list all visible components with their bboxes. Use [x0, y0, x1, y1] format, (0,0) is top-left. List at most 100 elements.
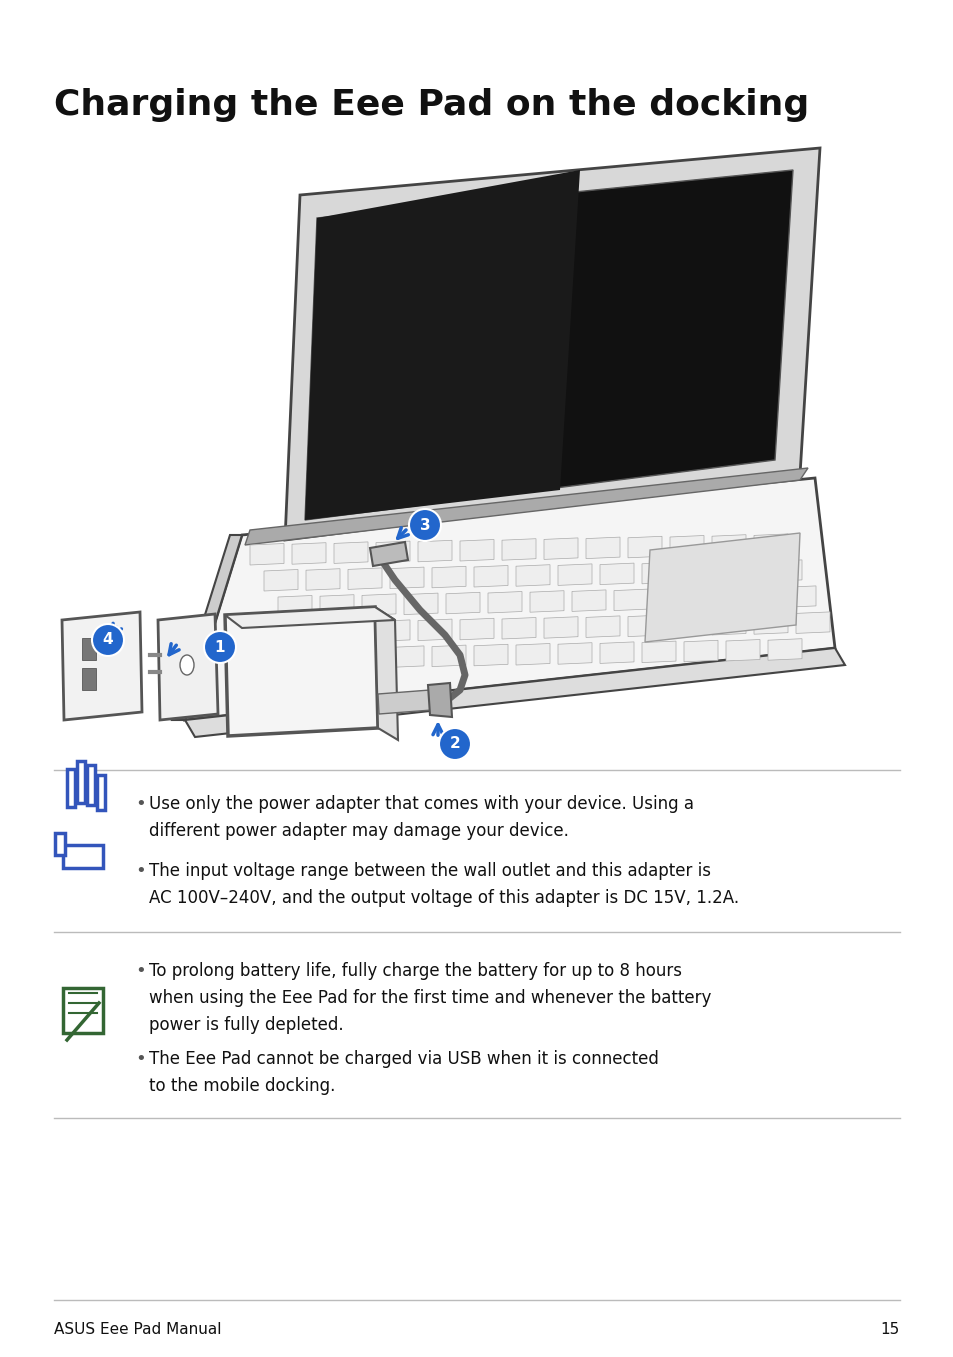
Polygon shape [614, 589, 647, 611]
Polygon shape [403, 593, 437, 615]
Text: power is fully depleted.: power is fully depleted. [149, 1016, 343, 1034]
Bar [97, 775, 105, 810]
Polygon shape [669, 615, 703, 636]
Polygon shape [432, 566, 465, 588]
Bar [55, 833, 65, 855]
Polygon shape [375, 620, 410, 642]
Polygon shape [627, 615, 661, 636]
Polygon shape [725, 639, 760, 661]
Polygon shape [725, 560, 760, 582]
Polygon shape [225, 607, 395, 628]
Polygon shape [446, 592, 479, 613]
Text: Use only the power adapter that comes with your device. Using a: Use only the power adapter that comes wi… [149, 795, 693, 813]
Text: when using the Eee Pad for the first time and whenever the battery: when using the Eee Pad for the first tim… [149, 989, 711, 1007]
Text: •: • [135, 862, 146, 879]
Polygon shape [698, 588, 731, 609]
Polygon shape [245, 468, 807, 546]
Bar [67, 769, 75, 807]
Polygon shape [390, 567, 423, 589]
Polygon shape [158, 613, 218, 721]
Bar [82, 668, 96, 689]
Polygon shape [683, 562, 718, 584]
Polygon shape [292, 543, 326, 565]
Polygon shape [62, 612, 142, 721]
Polygon shape [225, 607, 377, 735]
Polygon shape [641, 562, 676, 584]
Polygon shape [185, 649, 844, 737]
Polygon shape [558, 565, 592, 585]
Text: 3: 3 [419, 517, 430, 532]
Polygon shape [781, 586, 815, 608]
Bar [87, 765, 95, 805]
Text: AC 100V–240V, and the output voltage of this adapter is DC 15V, 1.2A.: AC 100V–240V, and the output voltage of … [149, 889, 739, 906]
Polygon shape [292, 622, 326, 643]
Text: •: • [135, 962, 146, 980]
Text: different power adapter may damage your device.: different power adapter may damage your … [149, 822, 568, 840]
Polygon shape [306, 647, 339, 669]
Polygon shape [711, 535, 745, 556]
Polygon shape [390, 646, 423, 668]
Circle shape [409, 509, 440, 541]
Text: ASUS Eee Pad Manual: ASUS Eee Pad Manual [54, 1322, 221, 1337]
Polygon shape [558, 643, 592, 664]
Polygon shape [306, 569, 339, 590]
Ellipse shape [180, 655, 193, 674]
Polygon shape [669, 536, 703, 556]
Text: To prolong battery life, fully charge the battery for up to 8 hours: To prolong battery life, fully charge th… [149, 962, 681, 980]
Polygon shape [501, 617, 536, 639]
Polygon shape [656, 589, 689, 609]
Polygon shape [370, 541, 408, 566]
Polygon shape [711, 613, 745, 635]
Text: Charging the Eee Pad on the docking: Charging the Eee Pad on the docking [54, 88, 808, 122]
Polygon shape [361, 594, 395, 616]
Polygon shape [599, 563, 634, 585]
Circle shape [438, 727, 471, 760]
Polygon shape [474, 645, 507, 666]
Polygon shape [305, 170, 792, 520]
Polygon shape [767, 560, 801, 581]
Polygon shape [474, 566, 507, 588]
Text: The input voltage range between the wall outlet and this adapter is: The input voltage range between the wall… [149, 862, 710, 879]
Polygon shape [488, 592, 521, 613]
Polygon shape [348, 567, 381, 589]
Polygon shape [795, 612, 829, 634]
Polygon shape [641, 641, 676, 662]
Text: 15: 15 [880, 1322, 899, 1337]
Bar [77, 761, 85, 803]
Polygon shape [417, 619, 452, 641]
Text: 4: 4 [103, 632, 113, 647]
Polygon shape [172, 535, 242, 721]
Polygon shape [185, 478, 834, 721]
Polygon shape [250, 544, 284, 565]
Polygon shape [572, 590, 605, 612]
Polygon shape [543, 616, 578, 638]
Polygon shape [63, 845, 103, 868]
Polygon shape [530, 590, 563, 612]
Polygon shape [428, 683, 452, 716]
Polygon shape [501, 539, 536, 560]
Text: •: • [135, 795, 146, 813]
Text: 1: 1 [214, 639, 225, 654]
Polygon shape [740, 586, 773, 608]
Polygon shape [683, 641, 718, 662]
Polygon shape [753, 533, 787, 555]
Polygon shape [348, 647, 381, 668]
Circle shape [91, 624, 124, 655]
FancyBboxPatch shape [63, 988, 103, 1033]
Polygon shape [767, 639, 801, 661]
Polygon shape [585, 616, 619, 638]
Polygon shape [543, 537, 578, 559]
Polygon shape [753, 613, 787, 634]
Ellipse shape [95, 636, 111, 649]
Polygon shape [334, 620, 368, 642]
Polygon shape [285, 148, 820, 540]
Polygon shape [585, 537, 619, 559]
Polygon shape [516, 565, 550, 586]
Text: to the mobile docking.: to the mobile docking. [149, 1077, 335, 1095]
Polygon shape [375, 541, 410, 563]
Polygon shape [305, 170, 579, 520]
Polygon shape [377, 689, 432, 714]
Polygon shape [459, 619, 494, 639]
Polygon shape [264, 570, 297, 592]
Text: •: • [135, 1050, 146, 1068]
